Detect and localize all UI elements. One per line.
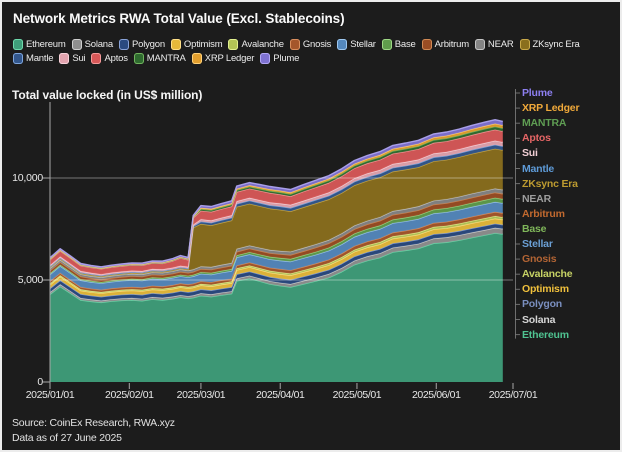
legend-swatch-icon <box>170 39 181 50</box>
legend-label: NEAR <box>487 39 514 50</box>
legend-label: Aptos <box>104 53 128 64</box>
area-series-group <box>50 119 503 382</box>
legend-label: Base <box>394 39 416 50</box>
legend-label: Sui <box>72 53 86 64</box>
series-label-arbitrum: Arbitrum <box>522 207 565 220</box>
legend-label: Stellar <box>350 39 376 50</box>
series-label-xrp-ledger: XRP Ledger <box>522 102 580 115</box>
legend-item-mantra: MANTRA <box>133 53 186 64</box>
legend-label: Gnosis <box>302 39 332 50</box>
legend-swatch-icon <box>289 39 300 50</box>
legend-item-aptos: Aptos <box>91 53 128 64</box>
legend-item-xrp-ledger: XRP Ledger <box>191 53 255 64</box>
y-axis-title: Total value locked (in US$ million) <box>12 88 203 102</box>
legend-label: Solana <box>84 39 114 50</box>
chart-title: Network Metrics RWA Total Value (Excl. S… <box>13 11 345 26</box>
legend-item-arbitrum: Arbitrum <box>421 39 469 50</box>
legend-item-sui: Sui <box>59 53 86 64</box>
x-tick-2025/01/01: 2025/01/01 <box>25 389 75 401</box>
legend-swatch-icon <box>260 53 271 64</box>
legend-item-stellar: Stellar <box>337 39 376 50</box>
legend-item-near: NEAR <box>474 39 514 50</box>
legend-item-ethereum: Ethereum <box>13 39 66 50</box>
y-tick-0: 0 <box>37 376 43 388</box>
series-label-ethereum: Ethereum <box>522 328 569 341</box>
legend-item-avalanche: Avalanche <box>228 39 284 50</box>
legend-item-polygon: Polygon <box>118 39 165 50</box>
legend-item-mantle: Mantle <box>13 53 54 64</box>
legend-item-plume: Plume <box>260 53 299 64</box>
source-note: Source: CoinEx Research, RWA.xyz <box>12 417 175 429</box>
legend-item-base: Base <box>381 39 416 50</box>
legend-swatch-icon <box>228 39 239 50</box>
y-tick-10,000: 10,000 <box>12 172 43 184</box>
legend-swatch-icon <box>133 53 144 64</box>
x-tick-2025/05/01: 2025/05/01 <box>332 389 382 401</box>
series-label-mantle: Mantle <box>522 162 555 175</box>
legend-swatch-icon <box>13 39 23 50</box>
x-tick-2025/02/01: 2025/02/01 <box>105 389 154 401</box>
series-label-zksync-era: ZKsync Era <box>522 177 578 190</box>
series-label-solana: Solana <box>522 313 556 326</box>
legend-row: Ethereum Solana Polygon Optimism Avalanche Gn… <box>13 39 613 50</box>
series-label-near: NEAR <box>522 192 551 205</box>
series-label-sui: Sui <box>522 147 538 160</box>
legend: Ethereum Solana Polygon Optimism Avalanche Gn… <box>13 39 613 64</box>
legend-label: MANTRA <box>146 53 186 64</box>
x-tick-2025/06/01: 2025/06/01 <box>411 389 461 401</box>
y-tick-5,000: 5,000 <box>17 274 43 286</box>
legend-row: Mantle Sui Aptos MANTRA XRP Ledger Plume <box>13 53 613 64</box>
legend-label: Arbitrum <box>434 39 469 50</box>
series-label-plume: Plume <box>522 87 553 99</box>
legend-item-solana: Solana <box>71 39 114 50</box>
x-tick-2025/07/01: 2025/07/01 <box>488 389 538 401</box>
legend-label: Polygon <box>131 39 165 50</box>
legend-swatch-icon <box>13 53 23 64</box>
legend-swatch-icon <box>337 39 348 50</box>
legend-item-optimism: Optimism <box>170 39 223 50</box>
legend-label: Ethereum <box>26 39 66 50</box>
legend-swatch-icon <box>118 39 129 50</box>
legend-label: ZKsync Era <box>532 39 580 50</box>
series-label-base: Base <box>522 222 547 235</box>
x-tick-2025/03/01: 2025/03/01 <box>176 389 226 401</box>
legend-label: Optimism <box>183 39 223 50</box>
area-ethereum <box>50 233 503 382</box>
legend-label: Avalanche <box>241 39 284 50</box>
legend-swatch-icon <box>71 39 82 50</box>
legend-label: Mantle <box>26 53 54 64</box>
label-connector-rail <box>515 89 520 339</box>
legend-swatch-icon <box>91 53 102 64</box>
series-label-gnosis: Gnosis <box>522 253 557 266</box>
footer: Source: CoinEx Research, RWA.xyz Data as… <box>12 416 175 446</box>
series-label-stellar: Stellar <box>522 238 553 250</box>
series-label-polygon: Polygon <box>522 298 563 311</box>
legend-swatch-icon <box>59 53 70 64</box>
legend-label: Plume <box>273 53 300 64</box>
series-label-avalanche: Avalanche <box>522 268 573 281</box>
legend-item-zksync-era: ZKsync Era <box>519 39 580 50</box>
series-label-aptos: Aptos <box>522 132 551 145</box>
legend-swatch-icon <box>474 39 485 50</box>
series-label-optimism: Optimism <box>522 283 569 296</box>
edge-plume <box>50 119 503 268</box>
axes <box>43 102 514 389</box>
asof-note: Data as of 27 June 2025 <box>12 432 122 444</box>
legend-swatch-icon <box>519 39 530 50</box>
legend-label: XRP Ledger <box>204 53 255 64</box>
legend-swatch-icon <box>421 39 432 50</box>
legend-item-gnosis: Gnosis <box>289 39 332 50</box>
area-zksync-era <box>50 148 503 278</box>
series-label-mantra: MANTRA <box>522 117 567 130</box>
legend-swatch-icon <box>381 39 392 50</box>
legend-swatch-icon <box>191 53 202 64</box>
x-tick-2025/04/01: 2025/04/01 <box>255 389 305 401</box>
area-aptos <box>50 129 503 275</box>
